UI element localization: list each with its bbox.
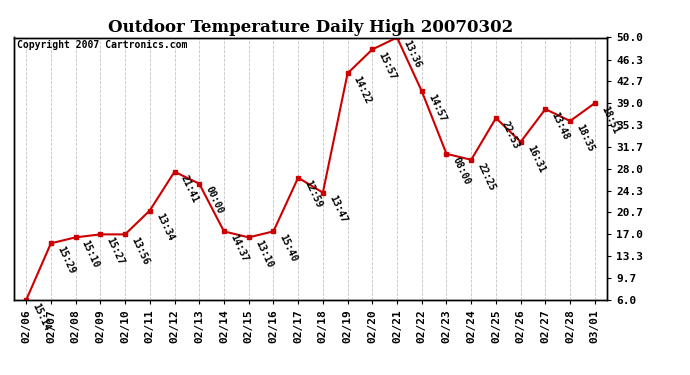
- Text: 13:36: 13:36: [401, 39, 423, 70]
- Text: 13:48: 13:48: [549, 111, 571, 141]
- Text: 18:51: 18:51: [599, 105, 620, 135]
- Text: Copyright 2007 Cartronics.com: Copyright 2007 Cartronics.com: [17, 40, 187, 50]
- Text: 14:57: 14:57: [426, 93, 447, 123]
- Text: 15:27: 15:27: [104, 236, 126, 267]
- Text: 13:34: 13:34: [154, 212, 175, 243]
- Text: 00:00: 00:00: [204, 185, 225, 216]
- Text: 13:56: 13:56: [129, 236, 150, 267]
- Text: 15:10: 15:10: [80, 239, 101, 270]
- Text: 15:40: 15:40: [277, 233, 299, 264]
- Text: 15:14: 15:14: [30, 302, 52, 332]
- Text: 22:53: 22:53: [500, 119, 522, 150]
- Text: 08:00: 08:00: [451, 155, 472, 186]
- Text: 21:41: 21:41: [179, 173, 200, 204]
- Text: 12:59: 12:59: [302, 179, 324, 210]
- Text: 16:31: 16:31: [525, 143, 546, 174]
- Text: 14:22: 14:22: [352, 75, 373, 105]
- Title: Outdoor Temperature Daily High 20070302: Outdoor Temperature Daily High 20070302: [108, 19, 513, 36]
- Text: 15:29: 15:29: [55, 245, 77, 276]
- Text: 15:57: 15:57: [377, 51, 398, 82]
- Text: 13:10: 13:10: [253, 239, 275, 270]
- Text: 14:37: 14:37: [228, 233, 250, 264]
- Text: 22:25: 22:25: [475, 161, 497, 192]
- Text: 13:47: 13:47: [327, 194, 348, 225]
- Text: 18:35: 18:35: [574, 122, 595, 153]
